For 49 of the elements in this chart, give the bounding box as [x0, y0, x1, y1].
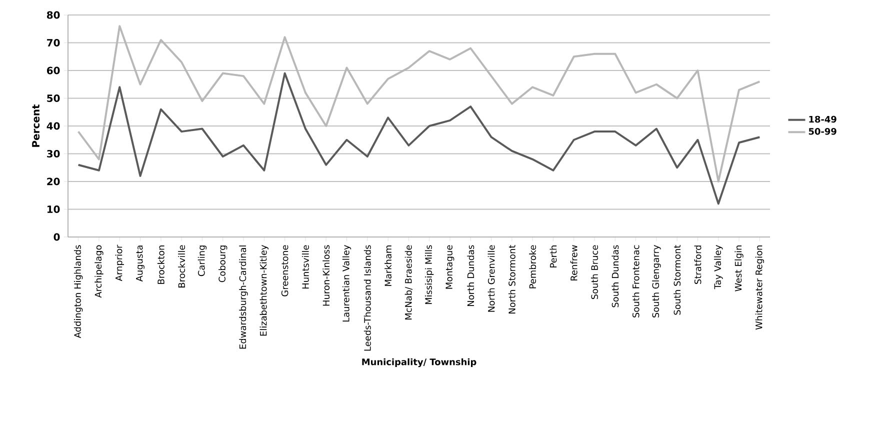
- line-series: [77, 25, 761, 182]
- x-tick-label: Tay Valley: [714, 245, 723, 290]
- y-tick-label: 30: [47, 150, 60, 158]
- x-tick-label: Perth: [550, 246, 557, 268]
- x-tick-label: Cobourg: [218, 246, 228, 282]
- x-tick-label: South Frontenac: [632, 245, 640, 318]
- x-tick-label: North Dundas: [467, 245, 474, 306]
- x-tick-label: North Stormont: [508, 244, 516, 314]
- x-tick-label: South Dundas: [612, 245, 619, 308]
- legend-label: 18-49: [809, 116, 836, 123]
- x-tick-label: Montague: [446, 245, 454, 289]
- y-tick-label: 20: [47, 178, 60, 186]
- y-tick-label: 0: [54, 233, 60, 241]
- y-tick-label: 40: [46, 122, 60, 130]
- line-series: [77, 72, 761, 205]
- x-tick-label: Elizabethtown-Kitley: [260, 245, 268, 336]
- x-tick-label: Archipelago: [94, 245, 104, 298]
- x-tick-label: Carling: [198, 246, 207, 276]
- x-tick-label: Brockton: [157, 246, 164, 284]
- x-tick-label: Pembroke: [529, 245, 536, 288]
- x-tick-label: North Grenville: [488, 245, 495, 312]
- y-tick-label: 50: [47, 94, 60, 102]
- y-tick-label: 10: [47, 205, 60, 214]
- x-tick-label: Markham: [384, 246, 392, 286]
- x-tick-label: Huntsville: [302, 245, 309, 288]
- x-tick-label: Missisipi Mills: [424, 245, 434, 304]
- x-tick-label: Brockville: [178, 245, 186, 288]
- x-tick-label: West Elgin: [734, 246, 744, 292]
- x-tick-label: Laurentian Valley: [342, 245, 352, 322]
- x-tick-label: Huron-Kinloss: [322, 245, 330, 306]
- y-tick-label: 70: [47, 38, 60, 47]
- x-tick-label: Leeds-Thousand Islands: [364, 245, 371, 351]
- x-tick-label: Edwardsburgh-Cardinal: [239, 246, 248, 349]
- x-tick-label: Stratford: [694, 246, 702, 284]
- x-tick-label: South Bruce: [591, 245, 598, 300]
- x-tick-label: Whitewater Region: [755, 246, 764, 330]
- x-tick-label: South Stormont: [674, 244, 681, 315]
- x-tick-label: Arnprior: [115, 244, 124, 282]
- y-axis-title: Percent: [32, 104, 40, 147]
- x-axis-title: Municipality/ Township: [362, 358, 476, 368]
- y-tick-label: 80: [46, 11, 60, 19]
- x-tick-label: Addington Highlands: [74, 245, 83, 338]
- x-tick-label: Renfrew: [570, 245, 578, 280]
- x-tick-label: South Glengarry: [652, 245, 661, 318]
- legend-label: 50-99: [808, 128, 836, 135]
- x-tick-label: Greenstone: [281, 245, 288, 296]
- x-tick-label: McNab/ Braeside: [404, 245, 412, 320]
- x-tick-label: Augusta: [136, 246, 144, 282]
- y-tick-label: 60: [46, 66, 60, 74]
